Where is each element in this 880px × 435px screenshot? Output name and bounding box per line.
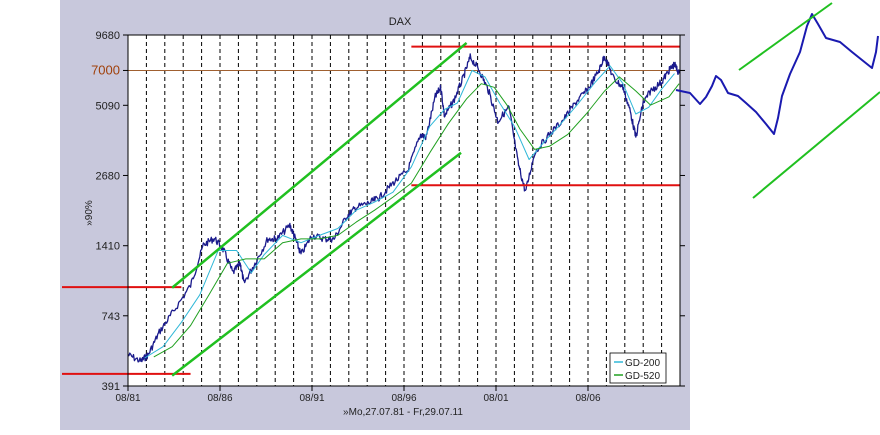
y-tick-label: 5090 <box>96 100 120 112</box>
sketch-price-path <box>675 13 879 135</box>
y-tick-label: 2680 <box>96 170 120 182</box>
axes <box>123 34 685 391</box>
channel-line <box>171 42 468 289</box>
grid-lines <box>145 35 663 386</box>
legend-entry: GD-200 <box>625 358 660 369</box>
y-tick-label: 391 <box>102 381 120 393</box>
series-line-gd-200 <box>144 65 675 359</box>
y-tick-labels: 391 743 1410 2680 5090 7000 9680 <box>91 30 120 393</box>
annotation-lines <box>62 42 680 377</box>
legend-entry: GD-520 <box>625 371 660 382</box>
series-line-dax <box>127 53 680 363</box>
chart-title: DAX <box>389 16 412 28</box>
x-tick-label: 08/91 <box>299 393 324 404</box>
x-tick-label: 08/06 <box>575 393 600 404</box>
legend: GD-200 GD-520 <box>609 352 667 384</box>
y-tick-label: 9680 <box>96 30 120 42</box>
x-tick-label: 08/01 <box>483 393 508 404</box>
sketch-channel-upper <box>738 2 833 71</box>
y-axis-label: »90% <box>84 200 95 226</box>
x-tick-label: 08/81 <box>115 393 140 404</box>
y-tick-label: 1410 <box>96 241 120 253</box>
x-tick-labels: 08/81 08/86 08/91 08/96 08/01 08/06 <box>115 393 600 404</box>
x-tick-label: 08/96 <box>391 393 416 404</box>
y-tick-label: 743 <box>102 311 120 323</box>
legend-box <box>609 352 667 384</box>
series-line-gd-520 <box>153 76 680 358</box>
y-tick-label: 7000 <box>91 62 120 77</box>
sketch-channel-lower <box>752 91 880 199</box>
channel-line <box>171 151 462 377</box>
x-axis-label: »Mo,27.07.81 - Fr,29.07.11 <box>343 407 463 418</box>
hand-drawn-sketch <box>675 2 880 199</box>
x-tick-label: 08/86 <box>207 393 232 404</box>
series-lines <box>127 53 680 363</box>
